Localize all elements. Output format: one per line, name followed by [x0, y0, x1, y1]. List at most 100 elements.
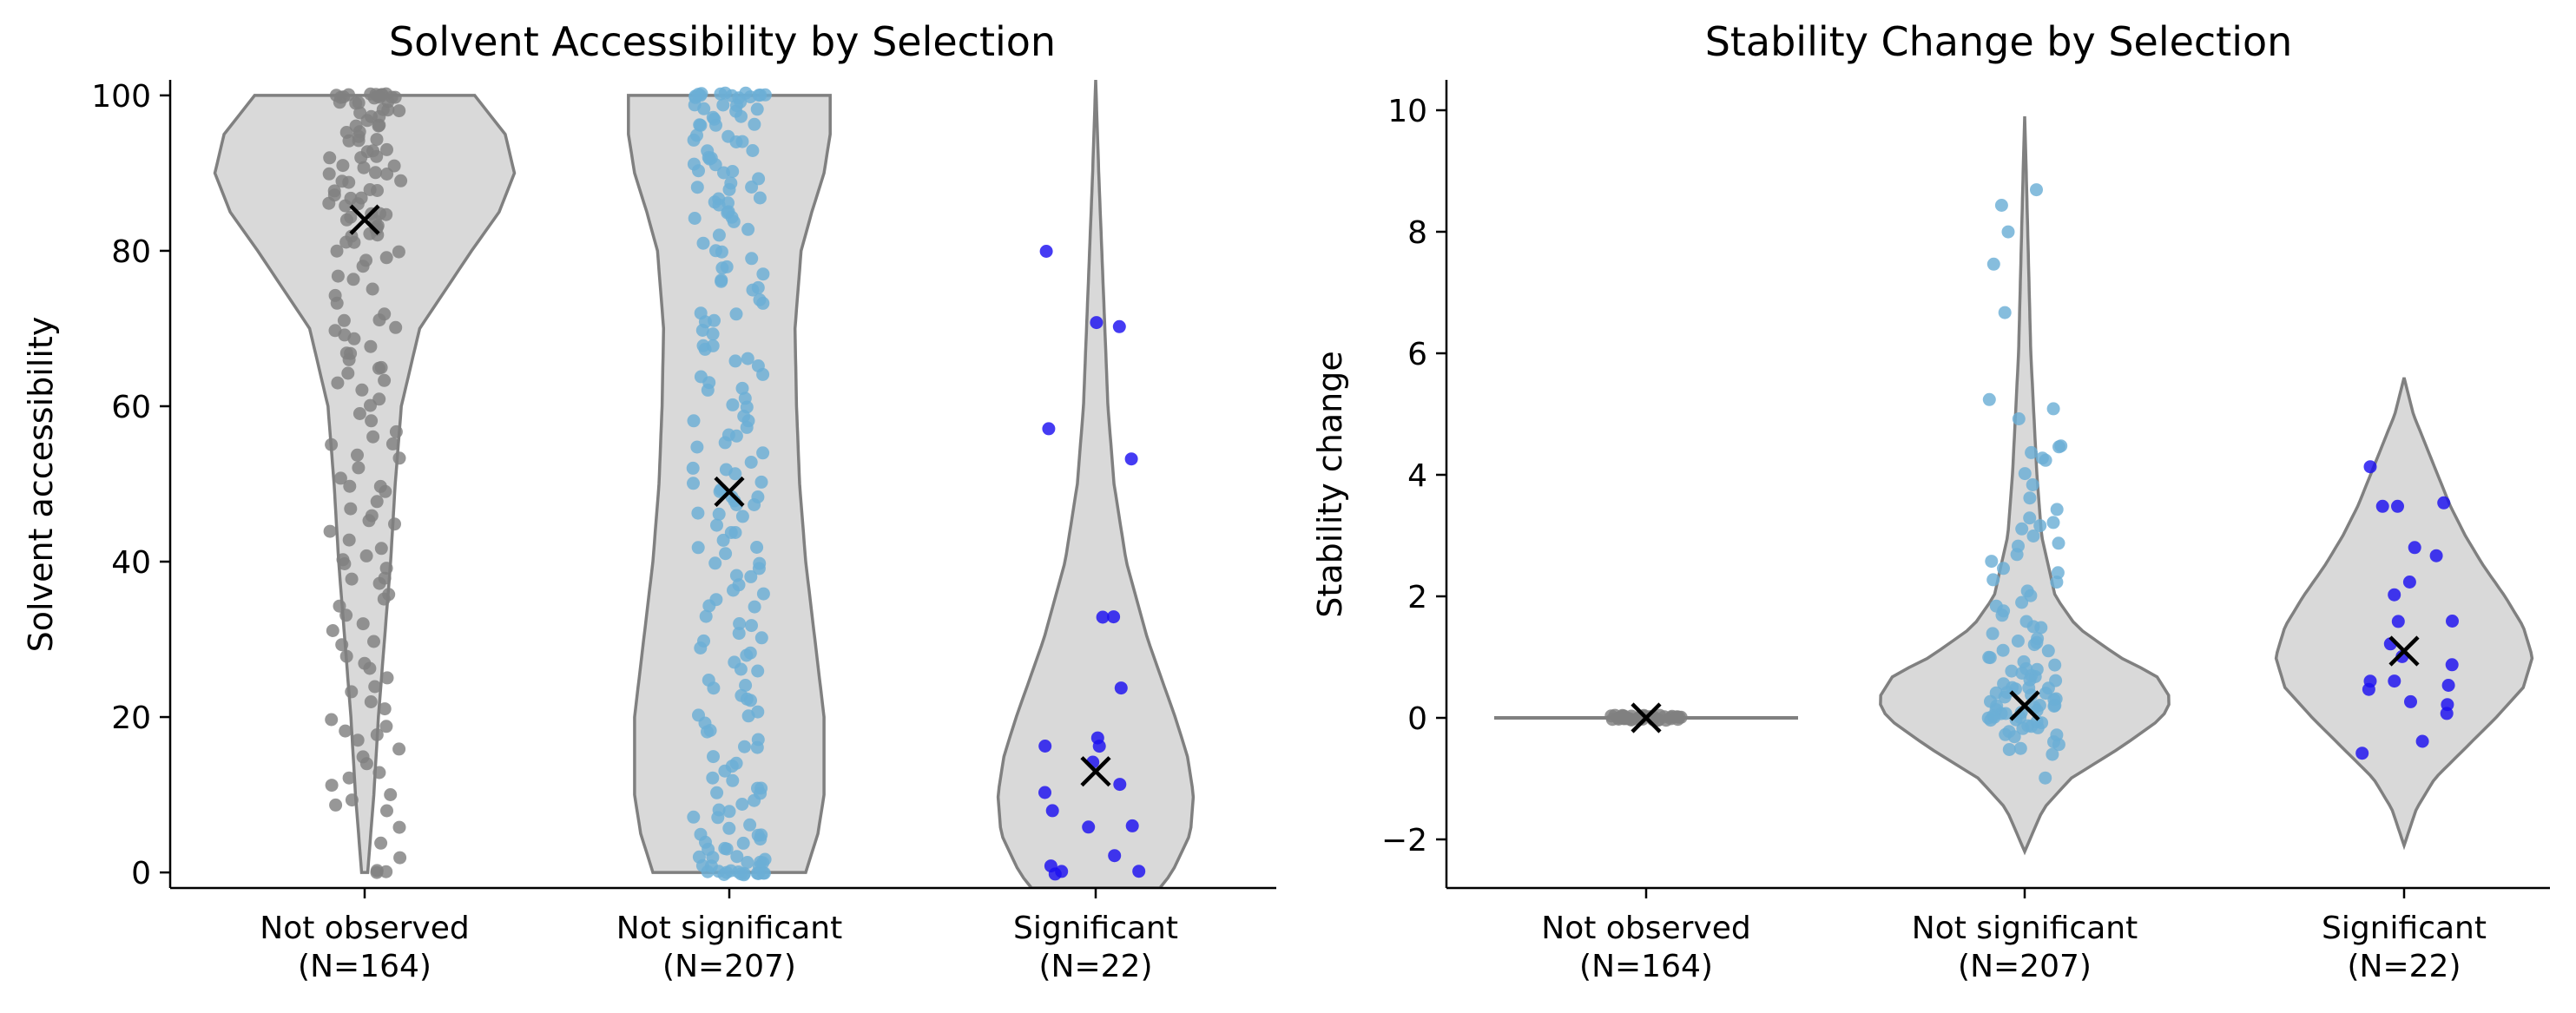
data-point	[756, 587, 770, 601]
data-point	[712, 803, 726, 817]
data-point	[379, 207, 393, 221]
data-point	[380, 142, 393, 156]
data-point	[2404, 694, 2417, 708]
data-point	[2391, 615, 2405, 628]
data-point	[366, 430, 380, 444]
data-point	[753, 191, 767, 205]
data-point	[352, 461, 366, 475]
data-point	[364, 695, 378, 708]
data-point	[2050, 503, 2064, 516]
data-point	[2039, 771, 2052, 785]
data-point	[687, 133, 701, 147]
data-point	[392, 245, 405, 259]
data-point	[722, 821, 736, 835]
y-tick-label: 100	[91, 79, 151, 115]
data-point	[751, 664, 765, 678]
data-point	[1082, 820, 1096, 834]
data-point	[2052, 536, 2065, 550]
data-point	[2023, 511, 2037, 525]
data-point	[378, 702, 392, 716]
data-point	[364, 398, 377, 412]
data-point	[736, 836, 750, 850]
data-point	[333, 599, 346, 613]
data-point	[1045, 804, 1059, 818]
data-point	[2047, 700, 2061, 713]
data-point	[741, 856, 754, 869]
y-tick-label: 60	[111, 390, 151, 425]
data-point	[392, 742, 406, 756]
data-point	[708, 556, 722, 570]
x-tick-count-label: (N=207)	[1958, 949, 2092, 984]
y-tick-label: 8	[1407, 215, 1427, 251]
data-point	[729, 307, 743, 321]
data-point	[342, 771, 356, 785]
mean-marker	[2009, 690, 2040, 721]
data-point	[335, 174, 349, 188]
data-point	[750, 740, 764, 754]
data-point	[325, 437, 339, 451]
data-point	[354, 151, 368, 165]
data-point	[2002, 743, 2016, 756]
data-point	[2440, 707, 2454, 720]
mean-marker	[2388, 635, 2420, 667]
data-point	[370, 133, 384, 147]
data-point	[1998, 690, 2012, 704]
data-point	[699, 609, 713, 623]
data-point	[337, 313, 351, 327]
data-point	[687, 810, 701, 824]
data-point	[2362, 682, 2375, 696]
data-point	[733, 617, 747, 630]
data-point	[372, 118, 386, 132]
data-point	[2445, 658, 2459, 672]
data-point	[1985, 555, 1999, 569]
data-point	[696, 236, 710, 250]
data-point	[741, 709, 755, 723]
x-tick-label: Not significant	[616, 911, 842, 946]
data-point	[2437, 496, 2451, 510]
data-point	[339, 649, 353, 663]
data-point	[726, 165, 740, 178]
y-tick-label: 40	[111, 545, 151, 581]
data-point	[2375, 499, 2389, 513]
data-point	[706, 339, 720, 352]
data-point	[2391, 499, 2404, 513]
data-point	[2046, 516, 2060, 530]
data-point	[756, 296, 770, 310]
data-point	[735, 381, 749, 395]
data-point	[744, 694, 757, 707]
data-point	[751, 490, 765, 503]
data-point	[735, 510, 749, 523]
data-point	[707, 681, 721, 695]
data-point	[1986, 709, 2000, 723]
data-point	[339, 235, 353, 249]
data-point	[345, 793, 359, 807]
data-point	[745, 619, 758, 633]
data-point	[743, 818, 757, 832]
mean-marker	[714, 476, 745, 508]
data-point	[2015, 522, 2029, 536]
data-point	[2025, 445, 2039, 459]
data-point	[359, 549, 373, 562]
data-point	[1108, 849, 1122, 863]
data-point	[1042, 422, 1056, 436]
data-point	[338, 557, 352, 570]
data-point	[342, 88, 355, 102]
data-point	[372, 576, 386, 590]
data-point	[379, 484, 392, 498]
data-point	[2039, 453, 2052, 467]
data-point	[720, 865, 734, 879]
violin-body	[627, 94, 832, 874]
data-point	[721, 428, 735, 442]
violin-body	[996, 80, 1196, 888]
data-point	[744, 569, 758, 583]
data-point	[710, 518, 723, 532]
data-point	[370, 728, 384, 741]
data-point	[728, 354, 742, 368]
data-point	[1995, 608, 2009, 622]
data-point	[359, 757, 373, 771]
data-point	[751, 280, 765, 294]
data-point	[374, 542, 388, 556]
y-tick-label: 6	[1407, 337, 1427, 372]
data-point	[715, 245, 728, 259]
